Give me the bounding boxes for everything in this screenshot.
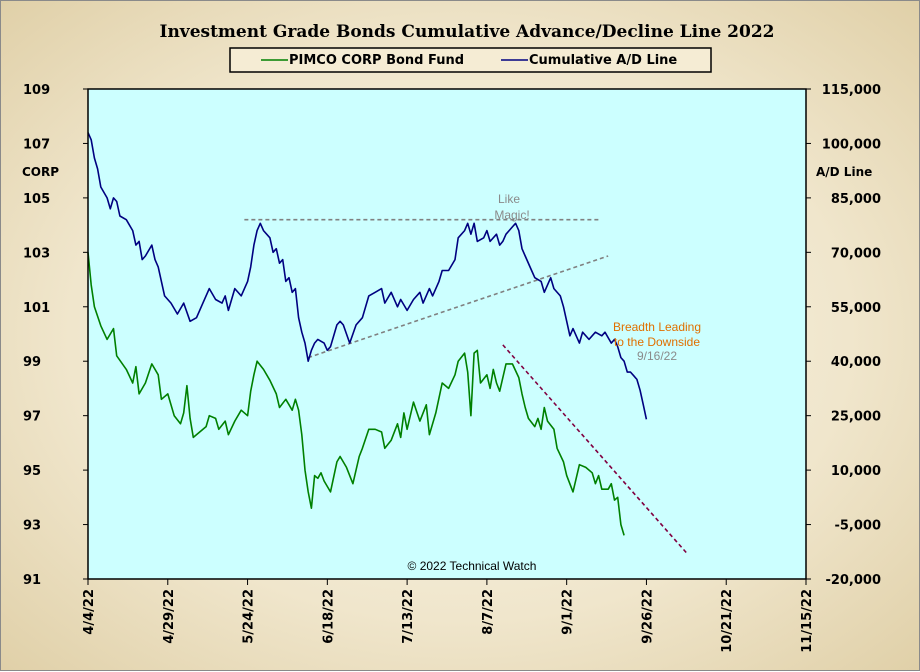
x-tick-label: 8/7/22 [481,589,496,635]
x-tick-label: 4/29/22 [162,589,177,644]
trendline-1 [307,255,609,359]
trendlines [244,218,689,556]
plot-area [88,89,806,579]
left-tick-label: 97 [23,410,41,425]
right-tick-label: 85,000 [831,192,881,207]
annotation-breadth-line1: Breadth Leading [613,320,701,334]
x-tick-label: 7/13/22 [401,589,416,644]
left-tick-label: 107 [23,137,50,152]
legend-entry-pimco: PIMCO CORP Bond Fund [289,53,464,68]
x-tick-label: 5/24/22 [242,589,257,644]
left-tick-label: 91 [23,573,41,588]
left-tick-label: 103 [23,246,50,261]
x-tick-label: 10/21/22 [720,589,735,653]
plot-border [87,88,807,580]
trendline-2 [502,344,689,556]
right-axis-label: A/D Line [816,165,872,179]
left-axis-label: CORP [22,165,59,179]
annotation-magic: Magic! [494,208,529,222]
legend-box [229,47,712,73]
copyright: © 2022 Technical Watch [408,559,537,573]
right-tick-label: 25,000 [831,410,881,425]
left-tick-label: 101 [23,301,50,316]
right-tick-label: 40,000 [831,355,881,370]
annotation-like: Like [498,192,520,206]
left-tick-label: 93 [23,519,41,534]
legend: PIMCO CORP Bond Fund Cumulative A/D Line [229,47,712,73]
series-pimco-line [87,252,625,536]
annotation-breadth-line2: to the Downside [614,335,700,349]
right-tick-label: 55,000 [831,301,881,316]
right-tick-label: 115,000 [822,83,881,98]
x-tick-label: 9/26/22 [640,589,655,644]
axis-ticks: 109 107 105 103 101 99 97 95 93 91 115,000 100,000 8… [23,83,881,653]
left-tick-label: 99 [23,355,41,370]
right-tick-label: 100,000 [822,137,881,152]
left-tick-label: 105 [23,192,50,207]
x-tick-label: 4/4/22 [82,589,97,635]
x-tick-label: 9/1/22 [561,589,576,635]
chart-title: Investment Grade Bonds Cumulative Advanc… [160,22,775,42]
legend-entry-ad: Cumulative A/D Line [529,53,677,68]
right-tick-label: 70,000 [831,246,881,261]
right-tick-label: -5,000 [834,519,881,534]
series-ad-line [87,132,648,420]
right-tick-label: -20,000 [825,573,881,588]
annotation-date: 9/16/22 [637,349,677,363]
x-tick-label: 6/18/22 [321,589,336,644]
right-tick-label: 10,000 [831,464,881,479]
series-lines [87,132,648,536]
x-tick-label: 11/15/22 [800,589,815,653]
left-tick-label: 95 [23,464,41,479]
left-tick-label: 109 [23,83,50,98]
